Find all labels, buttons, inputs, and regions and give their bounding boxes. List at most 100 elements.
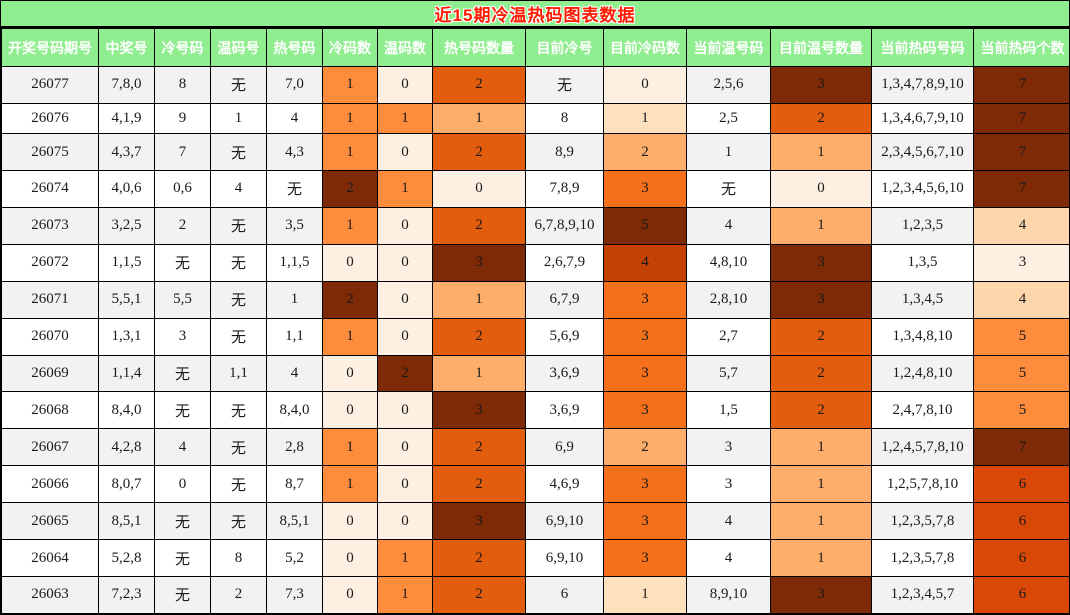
value-cell: 无 [210,243,267,282]
value-cell: 6 [973,575,1069,614]
value-cell: 1,2,4,5,7,8,10 [871,428,974,467]
value-cell: 3 [686,428,771,467]
value-cell: 无 [210,133,267,171]
value-cell: 1 [322,102,378,135]
value-cell: 4,1,9 [98,102,155,135]
value-cell: 1,2,3,5,7,8 [871,502,974,541]
table-row: 26069 1,1,4 无 1,1 4 0 2 1 3,6,9 3 5,7 2 1,2,4,8,10 5 [1,354,1069,393]
period-cell: 26076 [1,102,99,135]
value-cell: 1 [266,280,323,319]
column-header-6: 温码数 [377,28,433,67]
value-cell: 3 [432,243,526,282]
value-cell: 1 [603,575,687,614]
value-cell: 0 [377,133,433,171]
value-cell: 7,0 [266,66,323,104]
value-cell: 1 [770,133,872,171]
table-row: 26070 1,3,1 3 无 1,1 1 0 2 5,6,9 3 2,7 2 1,3,4,8,10 5 [1,317,1069,356]
value-cell: 3 [603,502,687,541]
value-cell: 0 [154,465,211,504]
value-cell: 6,9 [525,428,604,467]
table-header: 开奖号码期号 中奖号 冷号码 温码号 热号码 冷码数 温码数 热号码数量 目前冷号 目前冷码数 当前… [1,28,1069,67]
value-cell: 7 [973,133,1069,171]
value-cell: 2 [770,317,872,356]
value-cell: 3,6,9 [525,354,604,393]
value-cell: 4 [266,354,323,393]
value-cell: 5 [973,354,1069,393]
value-cell: 6 [973,502,1069,541]
value-cell: 1,1,5 [98,243,155,282]
value-cell: 1,1 [210,354,267,393]
value-cell: 0 [377,243,433,282]
value-cell: 3 [603,354,687,393]
value-cell: 0 [322,391,378,430]
header-row: 开奖号码期号 中奖号 冷号码 温码号 热号码 冷码数 温码数 热号码数量 目前冷号 目前冷码数 当前… [1,28,1069,67]
value-cell: 5 [973,317,1069,356]
table-row: 26075 4,3,7 7 无 4,3 1 0 2 8,9 2 1 1 2,3,4,5,6,7,10 7 [1,133,1069,171]
value-cell: 3 [603,317,687,356]
value-cell: 1,3,5 [871,243,974,282]
value-cell: 1,3,4,8,10 [871,317,974,356]
value-cell: 5 [603,206,687,245]
value-cell: 6,7,9 [525,280,604,319]
value-cell: 1 [432,280,526,319]
value-cell: 1 [322,465,378,504]
value-cell: 2 [210,575,267,614]
column-header-0: 开奖号码期号 [1,28,99,67]
value-cell: 4 [973,206,1069,245]
value-cell: 0 [322,539,378,577]
value-cell: 6 [973,539,1069,577]
value-cell: 4 [266,102,323,135]
value-cell: 8,7 [266,465,323,504]
value-cell: 2 [432,465,526,504]
value-cell: 4 [973,280,1069,319]
value-cell: 1 [603,102,687,135]
value-cell: 6,9,10 [525,539,604,577]
value-cell: 0 [377,206,433,245]
table-row: 26076 4,1,9 9 1 4 1 1 1 8 1 2,5 2 1,3,4,6,7,9,10 7 [1,102,1069,135]
page-title: 近15期冷温热码图表数据 [434,6,636,25]
table-row: 26073 3,2,5 2 无 3,5 1 0 2 6,7,8,9,10 5 4 1 1,2,3,5 4 [1,206,1069,245]
value-cell: 7,8,0 [98,66,155,104]
value-cell: 2 [432,539,526,577]
value-cell: 3 [432,391,526,430]
value-cell: 7,8,9 [525,170,604,208]
value-cell: 2 [432,575,526,614]
column-header-11: 目前温号数量 [770,28,872,67]
value-cell: 4,2,8 [98,428,155,467]
value-cell: 4,3 [266,133,323,171]
value-cell: 3 [432,502,526,541]
value-cell: 1 [377,575,433,614]
column-header-9: 目前冷码数 [603,28,687,67]
value-cell: 3 [603,465,687,504]
value-cell: 3 [770,280,872,319]
column-header-5: 冷码数 [322,28,378,67]
value-cell: 8 [525,102,604,135]
column-header-8: 目前冷号 [525,28,604,67]
table-row: 26074 4,0,6 0,6 4 无 2 1 0 7,8,9 3 无 0 1,2,3,4,5,6,10… [1,170,1069,208]
value-cell: 2,5,6 [686,66,771,104]
value-cell: 2,6,7,9 [525,243,604,282]
period-cell: 26066 [1,465,99,504]
value-cell: 0 [377,317,433,356]
value-cell: 1 [210,102,267,135]
value-cell: 8 [210,539,267,577]
value-cell: 1 [377,102,433,135]
value-cell: 1,3,4,6,7,9,10 [871,102,974,135]
period-cell: 26074 [1,170,99,208]
value-cell: 5,2 [266,539,323,577]
period-cell: 26072 [1,243,99,282]
value-cell: 1,2,4,8,10 [871,354,974,393]
value-cell: 1,2,3,4,5,6,10 [871,170,974,208]
value-cell: 4 [210,170,267,208]
value-cell: 2 [154,206,211,245]
value-cell: 5,7 [686,354,771,393]
value-cell: 1 [770,465,872,504]
table-row: 26063 7,2,3 无 2 7,3 0 1 2 6 1 8,9,10 3 1,2,3,4,5,7 6 [1,575,1069,614]
value-cell: 1,3,4,5 [871,280,974,319]
table-row: 26072 1,1,5 无无 1,1,5 0 0 3 2,6,7,9 4 4,8,10 3 1,3,5… [1,243,1069,282]
value-cell: 2 [432,133,526,171]
value-cell: 1 [377,539,433,577]
value-cell: 4 [686,206,771,245]
value-cell: 3 [603,170,687,208]
